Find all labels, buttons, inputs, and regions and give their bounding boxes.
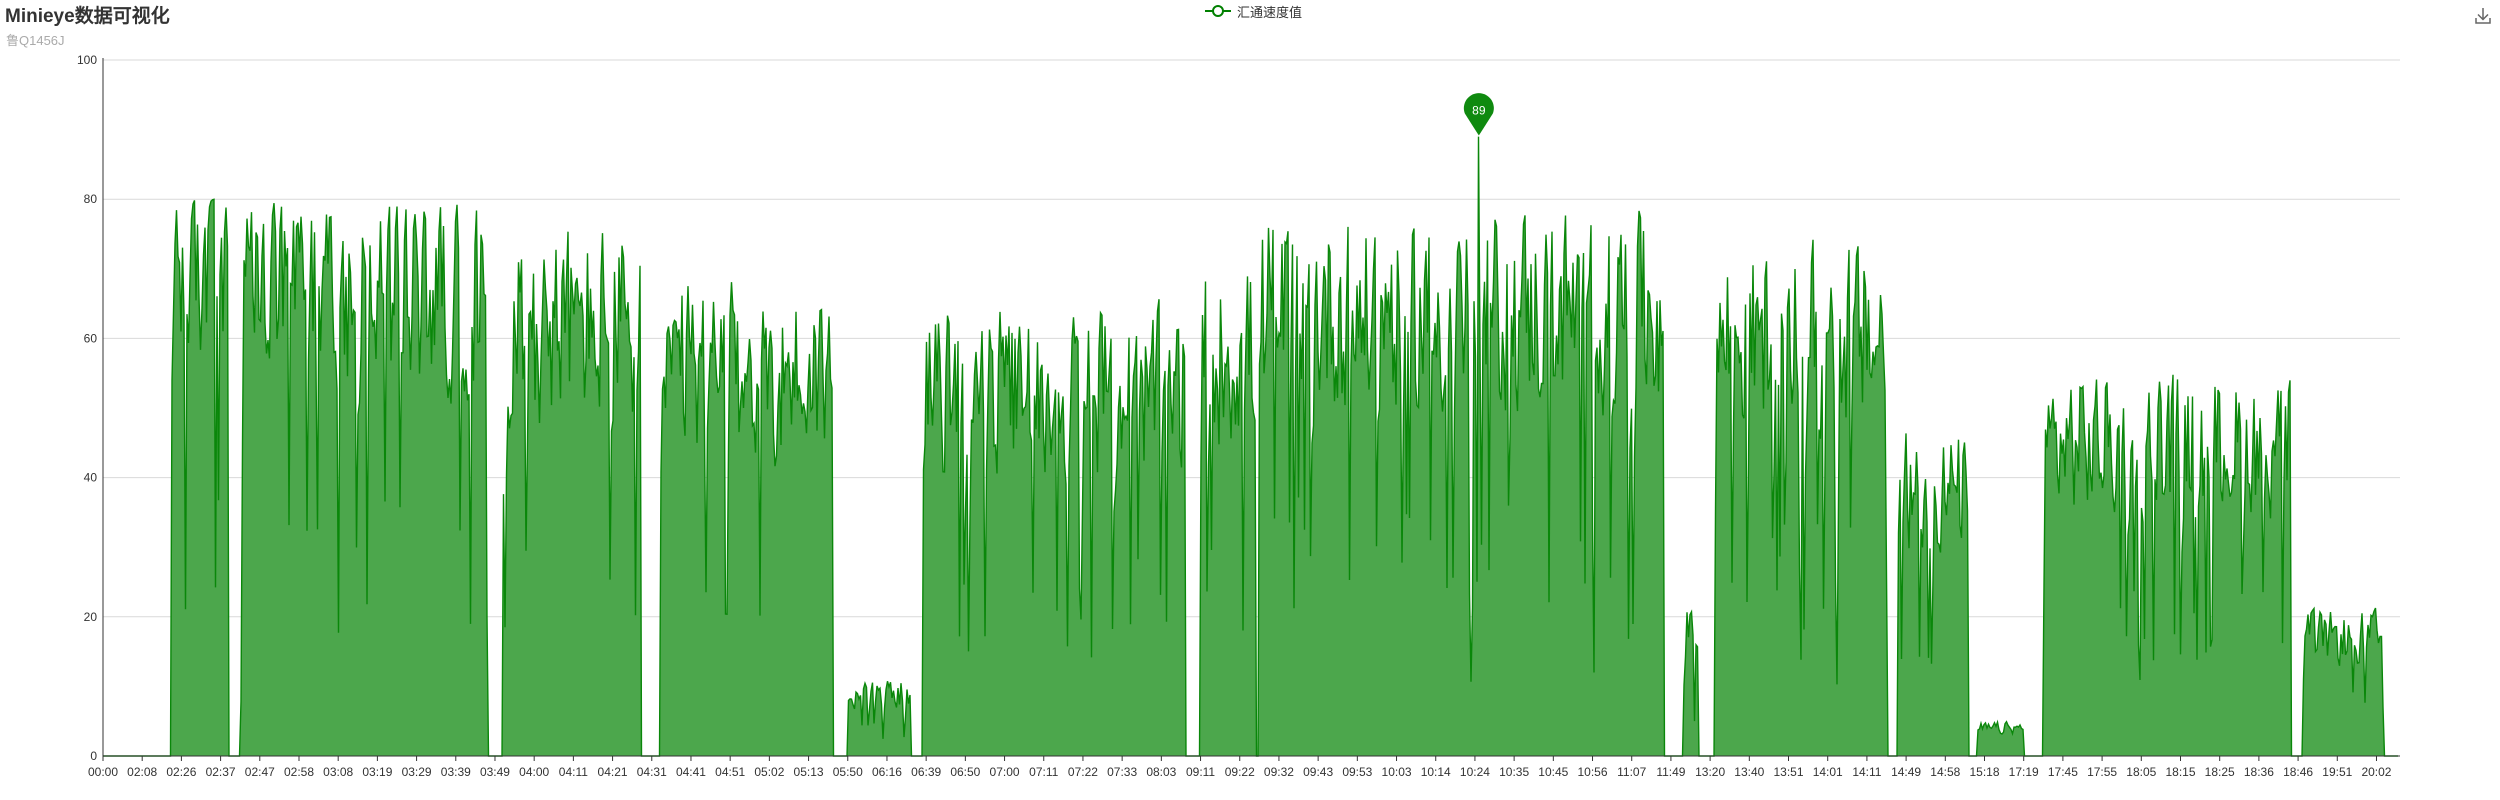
chart-title: Minieye数据可视化 [5,6,170,27]
x-tick-label: 10:14 [1421,765,1451,779]
x-tick-label: 04:51 [715,765,745,779]
x-tick-label: 20:02 [2361,765,2391,779]
x-tick-label: 18:36 [2244,765,2274,779]
x-tick-label: 04:00 [519,765,549,779]
x-tick-label: 18:46 [2283,765,2313,779]
x-tick-label: 09:53 [1342,765,1372,779]
x-tick-label: 07:00 [990,765,1020,779]
x-tick-label: 09:11 [1186,765,1215,779]
x-tick-label: 06:16 [872,765,902,779]
x-tick-label: 10:03 [1382,765,1412,779]
x-tick-label: 02:58 [284,765,314,779]
x-tick-label: 09:43 [1303,765,1333,779]
x-tick-label: 19:51 [2322,765,2352,779]
x-tick-label: 08:03 [1146,765,1176,779]
y-tick-label: 20 [84,610,98,624]
x-tick-label: 07:11 [1029,765,1058,779]
series-area-fill [103,136,2398,757]
x-tick-label: 14:58 [1930,765,1960,779]
x-tick-label: 05:50 [833,765,863,779]
x-tick-label: 04:31 [637,765,667,779]
x-tick-label: 03:39 [441,765,471,779]
x-tick-label: 14:11 [1852,765,1881,779]
x-tick-label: 10:35 [1499,765,1529,779]
x-tick-label: 17:45 [2048,765,2078,779]
x-tick-label: 14:01 [1813,765,1843,779]
x-tick-label: 06:50 [950,765,980,779]
x-tick-label: 02:37 [206,765,236,779]
x-tick-label: 17:19 [2009,765,2039,779]
y-tick-label: 100 [77,53,97,67]
axes [102,58,2400,761]
x-tick-label: 04:21 [598,765,628,779]
x-tick-label: 03:19 [362,765,392,779]
series-area [103,136,2398,757]
x-tick-label: 10:24 [1460,765,1490,779]
x-tick-label: 09:22 [1225,765,1255,779]
x-tick-label: 05:13 [794,765,824,779]
x-tick-label: 03:08 [323,765,353,779]
y-tick-label: 0 [90,749,97,763]
x-tick-label: 13:40 [1734,765,1764,779]
x-tick-label: 04:11 [559,765,588,779]
x-tick-label: 06:39 [911,765,941,779]
x-tick-label: 04:41 [676,765,706,779]
x-tick-label: 11:07 [1617,765,1646,779]
x-tick-label: 18:25 [2205,765,2235,779]
legend-line-circle-icon [1205,5,1231,17]
x-tick-label: 03:49 [480,765,510,779]
x-tick-label: 15:18 [1969,765,1999,779]
legend-item[interactable]: 汇通速度值 [1205,1,1302,21]
x-tick-label: 13:51 [1773,765,1803,779]
series-line [103,136,2398,757]
legend-label: 汇通速度值 [1237,4,1303,20]
x-tick-label: 17:55 [2087,765,2117,779]
max-pin [1463,93,1494,136]
x-tick-label: 02:26 [166,765,196,779]
x-tick-label: 03:29 [402,765,432,779]
x-tick-label: 10:45 [1538,765,1568,779]
max-marker: 89 [1463,93,1494,136]
x-tick-label: 10:56 [1578,765,1608,779]
max-value-label: 89 [1472,104,1486,118]
download-icon [2475,8,2491,24]
x-tick-label: 05:02 [754,765,784,779]
y-tick-label: 80 [84,192,98,206]
x-tick-label: 11:49 [1656,765,1685,779]
x-tick-label: 18:15 [2165,765,2195,779]
x-tick-label: 02:08 [127,765,157,779]
axis-labels: 0 20 40 60 80 100 00:00 02:08 02:26 02:37 02:47 02:… [77,53,2392,779]
chart-subtitle: 鲁Q1456J [6,33,65,48]
save-image-button[interactable] [2473,6,2493,26]
x-tick-label: 09:32 [1264,765,1294,779]
x-tick-label: 14:49 [1891,765,1921,779]
x-tick-label: 02:47 [245,765,275,779]
x-tick-label: 18:05 [2126,765,2156,779]
x-tick-label: 07:22 [1068,765,1098,779]
x-tick-label: 13:20 [1695,765,1725,779]
x-tick-label: 00:00 [88,765,118,779]
x-tick-label: 07:33 [1107,765,1137,779]
y-tick-label: 60 [84,331,98,345]
y-tick-label: 40 [84,471,98,485]
